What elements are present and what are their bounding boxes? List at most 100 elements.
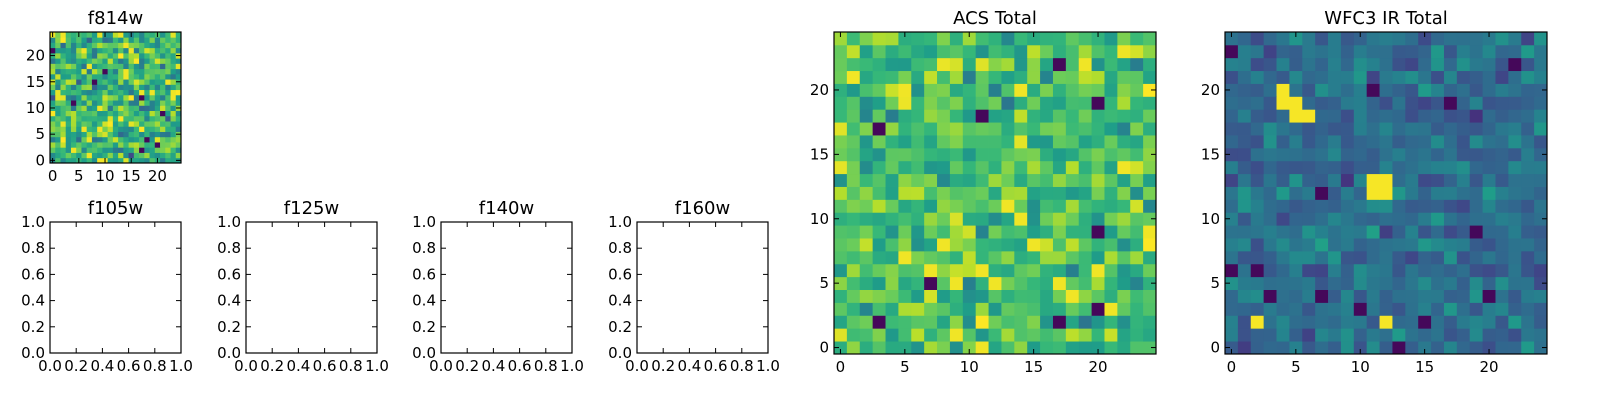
heatmap-cell	[91, 105, 98, 111]
heatmap-cell	[91, 58, 98, 64]
heatmap-cell	[102, 131, 109, 138]
heatmap-cell	[144, 131, 150, 138]
heatmap-cell	[97, 37, 103, 43]
heatmap-cell	[1366, 212, 1380, 226]
heatmap-cell	[50, 84, 56, 91]
heatmap-cell	[1521, 199, 1535, 213]
heatmap-cell	[81, 89, 88, 96]
heatmap-cell	[1130, 32, 1144, 46]
heatmap-cell	[60, 32, 67, 38]
heatmap-cell	[97, 47, 103, 54]
heatmap-cell	[1508, 302, 1522, 316]
y-tick-label: 0.4	[608, 292, 632, 310]
heatmap-cell	[1366, 160, 1380, 175]
heatmap-cell	[81, 115, 88, 122]
heatmap-cell	[1302, 186, 1316, 200]
heatmap-cell	[1495, 57, 1509, 72]
heatmap-cell	[128, 142, 135, 148]
heatmap-cell	[1340, 315, 1355, 329]
heatmap-cell	[1276, 212, 1290, 226]
heatmap-cell	[1078, 199, 1092, 213]
heatmap-cell	[1143, 315, 1157, 329]
heatmap-cell	[133, 32, 140, 38]
heatmap-cell	[937, 328, 951, 342]
heatmap-cell	[911, 328, 925, 342]
heatmap-cell	[1225, 160, 1239, 175]
heatmap-cell	[1276, 83, 1290, 97]
heatmap-cell	[1052, 212, 1067, 226]
heatmap-cell	[1315, 32, 1329, 46]
heatmap-cell	[107, 94, 114, 101]
heatmap-cell	[1052, 83, 1067, 97]
heatmap-cell	[1353, 276, 1368, 290]
heatmap-cell	[834, 173, 848, 187]
heatmap-cell	[102, 121, 109, 127]
heatmap-cell	[1237, 96, 1252, 110]
heatmap-cell	[937, 109, 951, 123]
heatmap-cell	[1431, 57, 1445, 72]
heatmap-cell	[1392, 135, 1406, 149]
heatmap-cell	[1456, 44, 1471, 59]
y-tick-label: 1.0	[217, 213, 241, 231]
heatmap-cell	[55, 73, 61, 80]
heatmap-cell	[65, 136, 72, 143]
heatmap-cell	[1443, 250, 1458, 265]
heatmap-cell	[55, 131, 61, 138]
heatmap-cell	[924, 186, 938, 200]
heatmap-cell	[1366, 289, 1380, 303]
heatmap-cell	[1521, 315, 1535, 329]
y-tick-label: 0.6	[217, 265, 241, 283]
heatmap-cell	[97, 136, 103, 143]
heatmap-cell	[1143, 44, 1157, 59]
heatmap-cell	[1065, 122, 1080, 136]
heatmap-cell	[846, 341, 861, 355]
heatmap-cell	[1495, 83, 1509, 97]
heatmap-cell	[175, 58, 182, 64]
heatmap-cell	[911, 238, 925, 252]
heatmap-cell	[1040, 341, 1054, 355]
heatmap-cell	[1315, 328, 1329, 342]
heatmap-cell	[70, 42, 77, 49]
y-tick-label: 0.0	[217, 344, 241, 362]
heatmap-cell	[975, 315, 989, 329]
heatmap-cell	[911, 289, 925, 303]
heatmap-cell	[1328, 250, 1342, 265]
heatmap-cell	[975, 96, 989, 110]
heatmap-cell	[154, 110, 161, 117]
heatmap-cell	[1065, 147, 1080, 162]
heatmap-cell	[1340, 238, 1355, 252]
heatmap-cell	[1418, 109, 1432, 123]
heatmap-cell	[1040, 315, 1054, 329]
heatmap-cell	[1353, 263, 1368, 278]
heatmap-cell	[885, 263, 899, 278]
heatmap-cell	[55, 100, 61, 106]
heatmap-cell	[1065, 109, 1080, 123]
heatmap-cell	[1328, 96, 1342, 110]
heatmap-cell	[1418, 96, 1432, 110]
heatmap-cell	[97, 121, 103, 127]
heatmap-cell	[1418, 32, 1432, 46]
heatmap-cell	[975, 122, 989, 136]
heatmap-cell	[50, 110, 56, 117]
heatmap-cell	[123, 157, 129, 164]
heatmap-cell	[1302, 328, 1316, 342]
heatmap-cell	[962, 250, 977, 265]
heatmap-cell	[1104, 328, 1118, 342]
heatmap-cell	[975, 302, 989, 316]
heatmap-cell	[859, 199, 874, 213]
heatmap-cell	[102, 84, 109, 91]
heatmap-cell	[1117, 173, 1131, 187]
heatmap-cell	[1250, 302, 1265, 316]
heatmap-cell	[123, 131, 129, 138]
heatmap-cell	[160, 152, 166, 159]
y-tick-label: 0.2	[21, 318, 45, 336]
heatmap-cell	[885, 315, 899, 329]
heatmap-cell	[1418, 341, 1432, 355]
heatmap-cell	[1405, 302, 1419, 316]
heatmap-cell	[1405, 212, 1419, 226]
heatmap-cell	[55, 157, 61, 164]
heatmap-cell	[1014, 341, 1028, 355]
heatmap-cell	[1250, 199, 1265, 213]
heatmap-cell	[937, 315, 951, 329]
heatmap-cell	[1431, 199, 1445, 213]
